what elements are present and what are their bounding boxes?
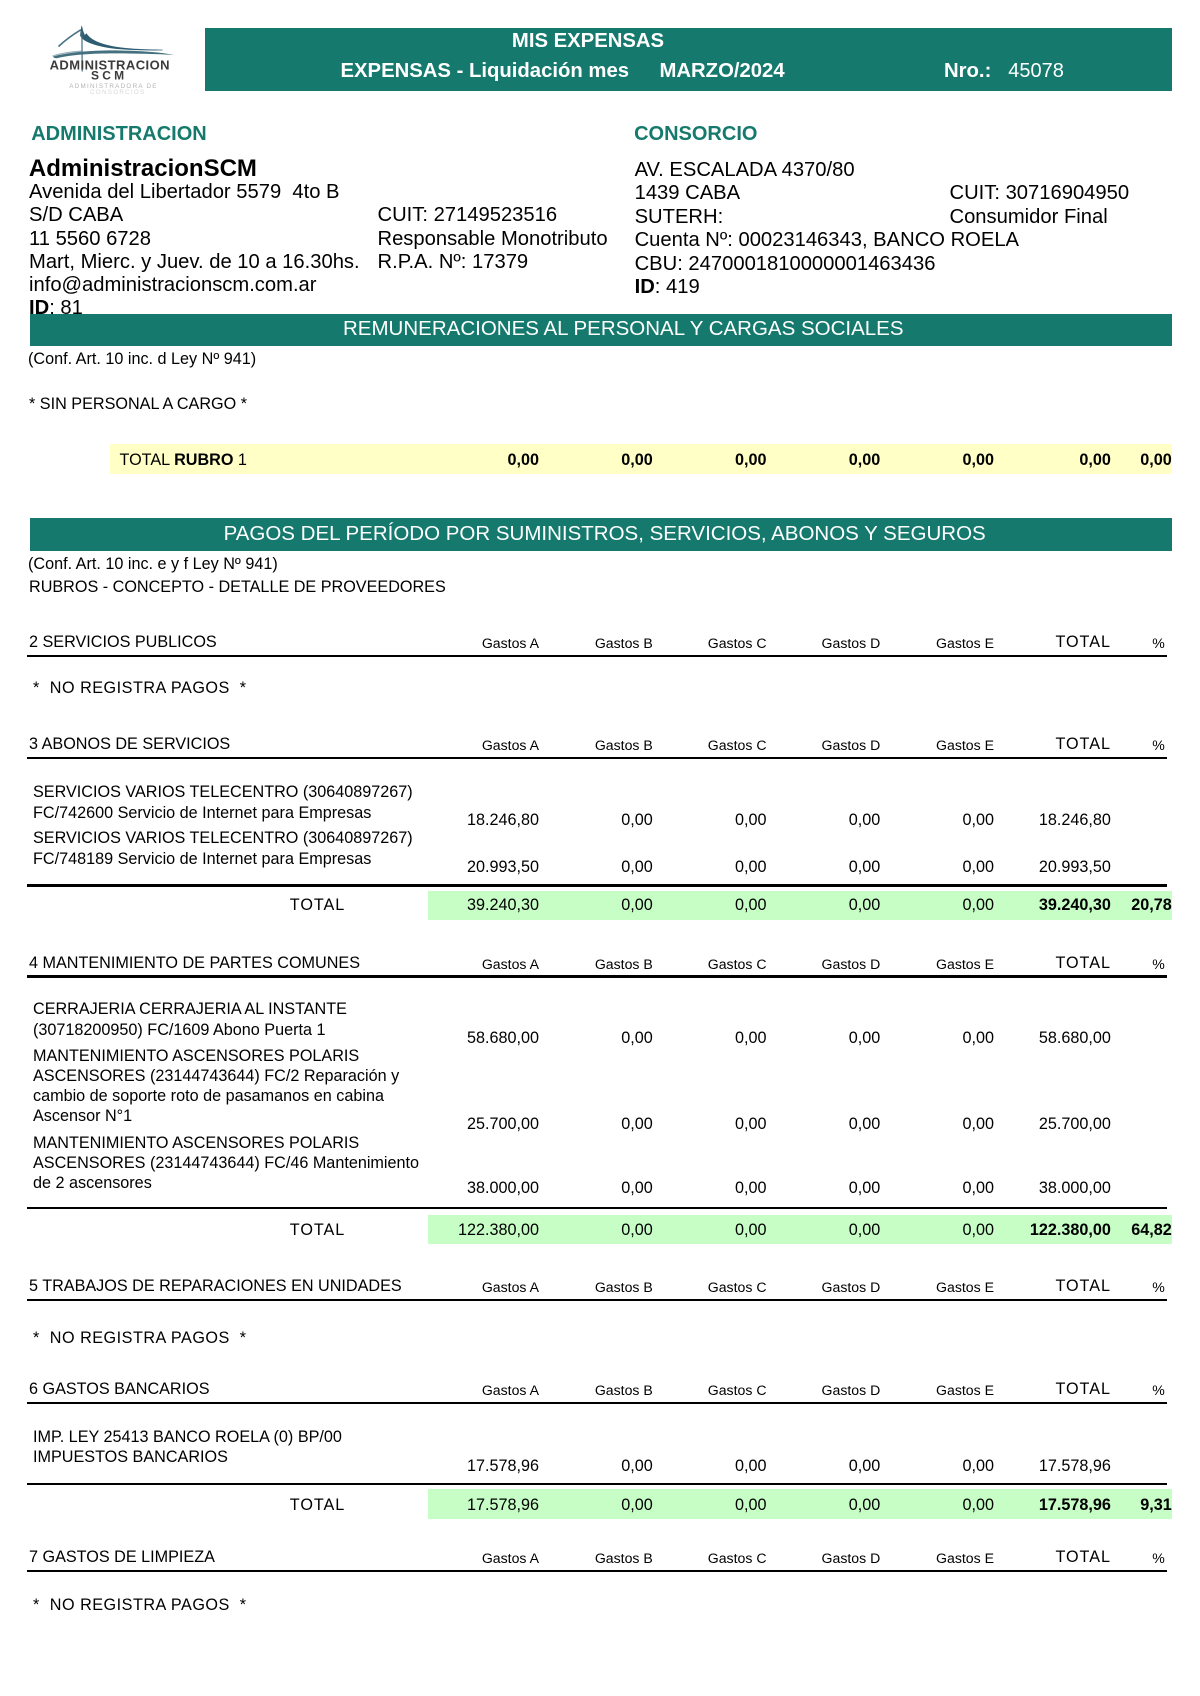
svg-text:ADMINISTRACION: ADMINISTRACION (50, 58, 170, 73)
svg-text:ADMINISTRADORA DE: ADMINISTRADORA DE (69, 83, 157, 90)
svg-text:CONSORCIOS: CONSORCIOS (90, 89, 146, 96)
svg-text:SCM: SCM (91, 69, 127, 83)
